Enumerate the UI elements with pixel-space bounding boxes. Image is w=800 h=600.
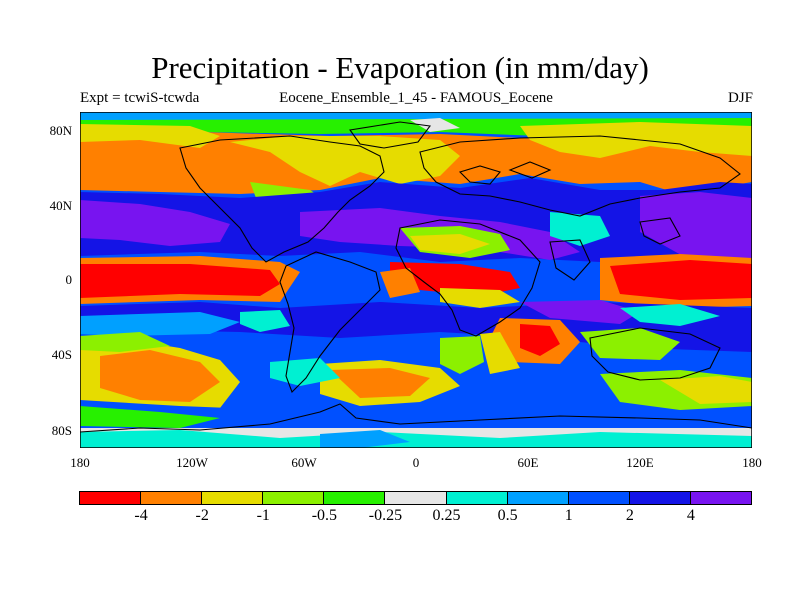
field-south-cyan-1 bbox=[240, 310, 290, 332]
coast-south-america bbox=[279, 251, 381, 393]
field-north-purple-1 bbox=[80, 200, 230, 246]
field-africa-red bbox=[390, 262, 520, 296]
field-southern-yellow bbox=[660, 376, 752, 404]
field-satl-yellow bbox=[480, 332, 520, 374]
field-sind-green bbox=[580, 328, 680, 360]
field-antarctic-cyan bbox=[80, 430, 752, 448]
field-africa-orange bbox=[380, 268, 420, 298]
coast-india bbox=[549, 239, 591, 281]
field-south-purple bbox=[520, 300, 640, 324]
coast-southeast-asia bbox=[639, 217, 681, 245]
colorbar-swatch-1 bbox=[140, 491, 203, 505]
field-sind-yellow bbox=[440, 336, 484, 374]
field-north-grey bbox=[410, 118, 460, 132]
field-southern-blue bbox=[80, 400, 752, 432]
colorbar-swatch-7 bbox=[506, 491, 569, 505]
colorbar-label-8: 2 bbox=[625, 507, 634, 524]
field-satl-red bbox=[520, 324, 560, 356]
colorbar-swatch-4 bbox=[323, 491, 386, 505]
lat-label-0: 0 bbox=[65, 272, 73, 287]
coast-antarctica bbox=[80, 403, 752, 433]
field-sopac-orange-2 bbox=[100, 350, 220, 402]
colorbar-label-0: -4 bbox=[134, 507, 148, 524]
coast-europe-islands bbox=[458, 161, 552, 185]
field-southern-green-2 bbox=[80, 406, 220, 428]
coast-australia bbox=[589, 327, 721, 381]
lon-label-60e: 60E bbox=[517, 455, 539, 470]
colorbar-label-6: 0.5 bbox=[497, 507, 518, 524]
ensemble-label: Eocene_Ensemble_1_45 - FAMOUS_Eocene bbox=[279, 90, 553, 106]
field-arctic-blue bbox=[80, 112, 752, 122]
lon-label-60w: 60W bbox=[291, 455, 317, 470]
colorbar bbox=[79, 491, 753, 505]
field-sopac-green bbox=[80, 332, 170, 352]
lon-label-120w: 120W bbox=[176, 455, 208, 470]
colorbar-swatch-8 bbox=[567, 491, 630, 505]
field-north-purple-3 bbox=[640, 192, 752, 262]
field-equator-red bbox=[80, 264, 280, 298]
colorbar-label-7: 1 bbox=[564, 507, 573, 524]
colorbar-label-5: 0.25 bbox=[432, 507, 461, 524]
colorbar-label-3: -0.5 bbox=[311, 507, 338, 524]
colorbar-label-4: -0.25 bbox=[368, 507, 403, 524]
coast-eurasia bbox=[419, 135, 741, 217]
colorbar-swatch-0 bbox=[79, 491, 142, 505]
field-north-cyan bbox=[550, 212, 610, 246]
lat-label-40n: 40N bbox=[49, 198, 72, 213]
field-africa-yellow bbox=[440, 288, 520, 308]
colorbar-label-1: -2 bbox=[195, 507, 209, 524]
lon-label-180e: 180 bbox=[742, 455, 762, 470]
field-south-cyan-2 bbox=[620, 304, 720, 326]
precipitation-map bbox=[80, 112, 752, 448]
map-title: Precipitation - Evaporation (in mm/day) bbox=[151, 50, 649, 85]
colorbar-swatch-10 bbox=[689, 491, 753, 505]
field-north-yellow-2 bbox=[230, 136, 460, 186]
lat-label-80n: 80N bbox=[49, 123, 72, 138]
coast-greenland bbox=[349, 121, 432, 149]
colorbar-label-2: -1 bbox=[256, 507, 270, 524]
lon-label-180w: 180 bbox=[70, 455, 90, 470]
lon-label-0: 0 bbox=[412, 455, 420, 470]
colorbar-swatch-2 bbox=[201, 491, 264, 505]
field-southern-orange-2 bbox=[330, 368, 430, 398]
coast-africa bbox=[395, 219, 541, 337]
colorbar-swatch-9 bbox=[628, 491, 691, 505]
experiment-label: Expt = tcwiS-tcwda bbox=[80, 90, 200, 106]
field-equator-red-2 bbox=[610, 260, 752, 300]
lon-label-120e: 120E bbox=[626, 455, 654, 470]
lat-label-40s: 40S bbox=[51, 347, 72, 362]
colorbar-swatch-3 bbox=[262, 491, 325, 505]
colorbar-swatch-5 bbox=[384, 491, 447, 505]
colorbar-swatch-6 bbox=[445, 491, 508, 505]
field-north-yellow-4 bbox=[410, 234, 490, 254]
coast-north-america bbox=[179, 135, 385, 263]
season-label: DJF bbox=[727, 90, 753, 106]
field-antarctic-skyblue bbox=[320, 430, 410, 448]
field-south-skyblue bbox=[80, 312, 240, 336]
lat-label-80s: 80S bbox=[51, 423, 72, 438]
colorbar-label-9: 4 bbox=[686, 507, 695, 524]
field-north-yellow-1 bbox=[80, 124, 220, 148]
